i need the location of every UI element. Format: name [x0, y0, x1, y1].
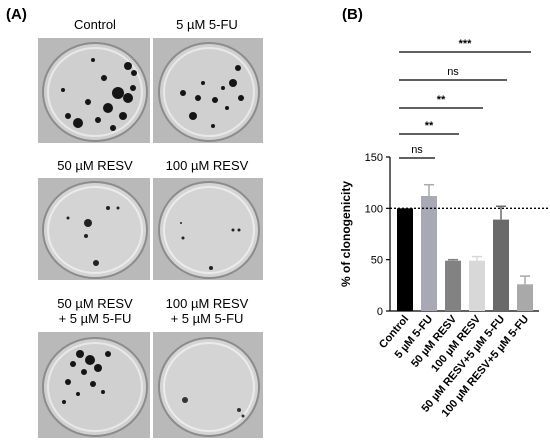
y-axis-label: % of clonogenicity — [339, 181, 353, 287]
petri-dish — [158, 181, 260, 279]
well-title-line2: + 5 µM 5-FU — [170, 311, 244, 326]
bar — [517, 284, 533, 311]
bar — [493, 219, 509, 311]
significance-label: ns — [411, 144, 423, 156]
y-tick-label: 0 — [377, 306, 383, 318]
y-tick-label: 150 — [365, 152, 383, 164]
bar — [421, 196, 437, 311]
panel-a-label: (A) — [6, 6, 27, 23]
petri-dish — [158, 337, 260, 437]
y-tick-label: 50 — [371, 255, 383, 267]
bar — [469, 260, 485, 311]
well-title-line2: + 5 µM 5-FU — [58, 311, 132, 326]
significance-label: ** — [425, 120, 434, 132]
well-image-100resv — [153, 178, 263, 280]
significance-label: ns — [447, 66, 459, 78]
significance-label: *** — [459, 38, 473, 50]
well-title-line1: 100 µM RESV — [165, 296, 249, 311]
well-title-50resv-5fu: 50 µM RESV + 5 µM 5-FU — [40, 296, 150, 326]
bar — [445, 260, 461, 311]
petri-dish — [42, 42, 148, 142]
well-image-100resv-5fu — [153, 332, 263, 438]
y-tick-label: 100 — [365, 203, 383, 215]
well-title-100resv-5fu: 100 µM RESV + 5 µM 5-FU — [152, 296, 262, 326]
well-title-100resv: 100 µM RESV — [165, 158, 249, 173]
well-title-line1: 50 µM RESV — [57, 296, 133, 311]
well-title-control: Control — [74, 17, 116, 32]
bar — [397, 208, 413, 311]
petri-dish — [42, 337, 148, 437]
well-image-50resv-5fu — [38, 332, 150, 438]
well-image-5fu — [153, 38, 263, 143]
well-title-50resv: 50 µM RESV — [57, 158, 133, 173]
significance-label: ** — [437, 94, 446, 106]
well-image-control — [38, 38, 150, 143]
well-title-5fu: 5 µM 5-FU — [176, 17, 238, 32]
panel-b-label: (B) — [342, 6, 363, 23]
petri-dish — [42, 181, 148, 279]
petri-dish — [158, 42, 260, 142]
well-image-50resv — [38, 178, 150, 280]
